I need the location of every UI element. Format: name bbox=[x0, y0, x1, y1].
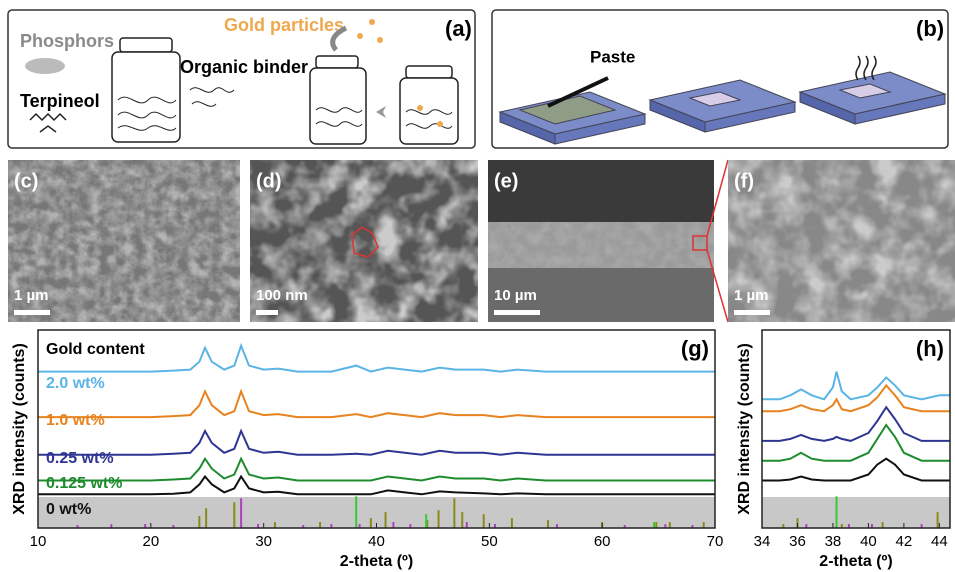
panel-label: (c) bbox=[14, 170, 38, 192]
panel-label: (g) bbox=[681, 336, 709, 361]
xrd-curve bbox=[762, 459, 950, 481]
x-tick-label: 20 bbox=[142, 533, 159, 550]
label: Organic binder bbox=[180, 57, 308, 77]
sem-image bbox=[8, 160, 955, 322]
legend-label: 0 wt% bbox=[46, 501, 91, 518]
x-tick-label: 40 bbox=[368, 533, 385, 550]
x-tick-label: 30 bbox=[255, 533, 272, 550]
x-tick-label: 10 bbox=[30, 533, 47, 550]
legend-label: 2.0 wt% bbox=[46, 375, 105, 392]
panel-label: (e) bbox=[494, 170, 518, 192]
x-tick-label: 34 bbox=[754, 533, 771, 550]
x-tick-label: 38 bbox=[825, 533, 842, 550]
xrd-curve bbox=[762, 372, 950, 400]
y-axis-label: XRD intensity (counts) bbox=[736, 343, 753, 515]
y-axis-label: XRD intensity (counts) bbox=[11, 343, 28, 515]
x-tick-label: 42 bbox=[896, 533, 913, 550]
panel-label: (f) bbox=[734, 170, 754, 192]
x-tick-label: 44 bbox=[931, 533, 948, 550]
legend-label: 0.25 wt% bbox=[46, 450, 114, 467]
label: Paste bbox=[590, 47, 635, 66]
scale-bar-label: 1 µm bbox=[14, 287, 49, 304]
xrd-curve bbox=[762, 425, 950, 461]
label: Phosphors bbox=[20, 31, 114, 51]
xrd-curve bbox=[38, 391, 715, 417]
xrd-curve bbox=[38, 459, 715, 481]
figure: (a) Phosphors Terpineol Gold particles O… bbox=[0, 0, 955, 572]
panel-label: (a) bbox=[445, 16, 472, 41]
x-tick-label: 40 bbox=[860, 533, 877, 550]
label: Gold particles bbox=[224, 15, 344, 35]
x-tick-label: 60 bbox=[594, 533, 611, 550]
panel-label: (h) bbox=[916, 336, 944, 361]
reference-band bbox=[762, 497, 950, 528]
x-tick-label: 36 bbox=[789, 533, 806, 550]
legend-title: Gold content bbox=[46, 341, 145, 358]
panel-label: (b) bbox=[916, 16, 944, 41]
legend-label: 1.0 wt% bbox=[46, 412, 105, 429]
x-tick-label: 50 bbox=[481, 533, 498, 550]
panel-label: (d) bbox=[256, 170, 282, 192]
scale-bar-label: 1 µm bbox=[734, 287, 769, 304]
xrd-curve bbox=[38, 431, 715, 455]
scale-bar-label: 10 µm bbox=[494, 287, 537, 304]
x-axis-label: 2-theta (º) bbox=[340, 553, 413, 570]
legend-label: 0.125 wt% bbox=[46, 475, 122, 492]
x-axis-label: 2-theta (º) bbox=[819, 553, 892, 570]
xrd-curve bbox=[762, 407, 950, 441]
label: Terpineol bbox=[20, 91, 100, 111]
scale-bar-label: 100 nm bbox=[256, 287, 308, 304]
x-tick-label: 70 bbox=[707, 533, 724, 550]
